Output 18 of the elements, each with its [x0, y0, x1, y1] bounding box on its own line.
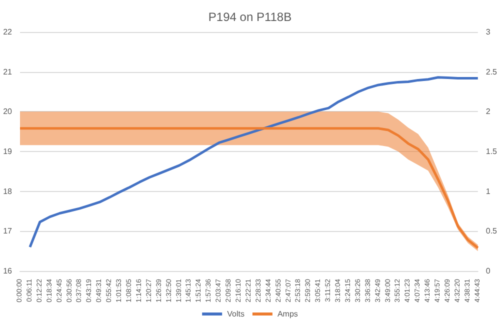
legend-label: Amps: [277, 310, 298, 318]
y2-tick-label: 2.5: [486, 67, 498, 76]
y-tick-label: 18: [3, 186, 13, 196]
y-tick-label: 22: [3, 28, 13, 36]
y-tick-label: 16: [3, 266, 13, 276]
y2-tick-label: 3: [486, 28, 491, 36]
y-tick-label: 20: [3, 107, 13, 116]
chart-title: P194 on P118B: [208, 10, 292, 24]
legend-label: Volts: [227, 310, 244, 318]
y2-tick-label: 0.5: [486, 226, 498, 236]
y-tick-label: 19: [3, 147, 13, 156]
y2-tick-label: 1.5: [486, 147, 498, 156]
y2-tick-label: 2: [486, 107, 491, 116]
line-series: [28, 76, 480, 248]
y-tick-label: 21: [3, 67, 13, 76]
y2-tick-label: 0: [486, 266, 491, 276]
y-tick-label: 17: [3, 226, 13, 236]
y2-tick-label: 1: [486, 186, 491, 196]
